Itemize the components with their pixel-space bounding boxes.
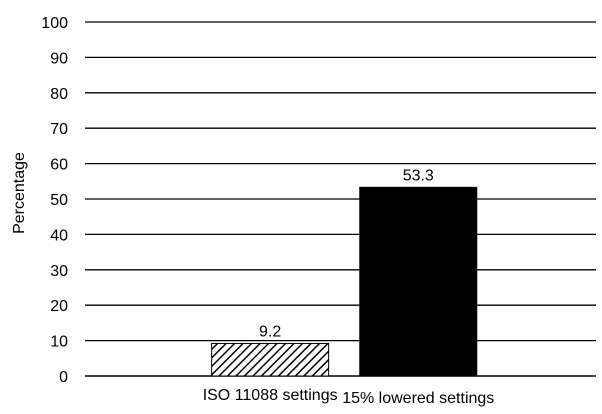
data-labels: 9.2 53.3	[259, 167, 434, 340]
x-axis-ticks: ISO 11088 settings 15% lowered settings	[203, 387, 495, 407]
y-tick-label: 40	[50, 227, 68, 244]
y-tick-label: 0	[59, 369, 68, 386]
y-axis-ticks: 0 10 20 30 40 50 60 70 80 90 100	[41, 15, 68, 386]
y-tick-label: 80	[50, 86, 68, 103]
bar	[359, 186, 478, 377]
x-tick-label: ISO 11088 settings	[203, 387, 338, 404]
y-tick-label: 20	[50, 298, 68, 315]
x-tick-label: 15% lowered settings	[342, 390, 494, 407]
y-axis-label: Percentage	[11, 152, 28, 234]
gridlines	[85, 21, 596, 377]
y-tick-label: 30	[50, 263, 68, 280]
y-tick-label: 70	[50, 121, 68, 138]
data-label: 53.3	[403, 167, 434, 184]
y-tick-label: 50	[50, 192, 68, 209]
y-tick-label: 60	[50, 157, 68, 174]
data-label: 9.2	[259, 323, 281, 340]
bars	[211, 186, 478, 377]
bar	[211, 342, 330, 377]
y-tick-label: 90	[50, 50, 68, 67]
y-tick-label: 100	[41, 15, 68, 32]
y-tick-label: 10	[50, 334, 68, 351]
